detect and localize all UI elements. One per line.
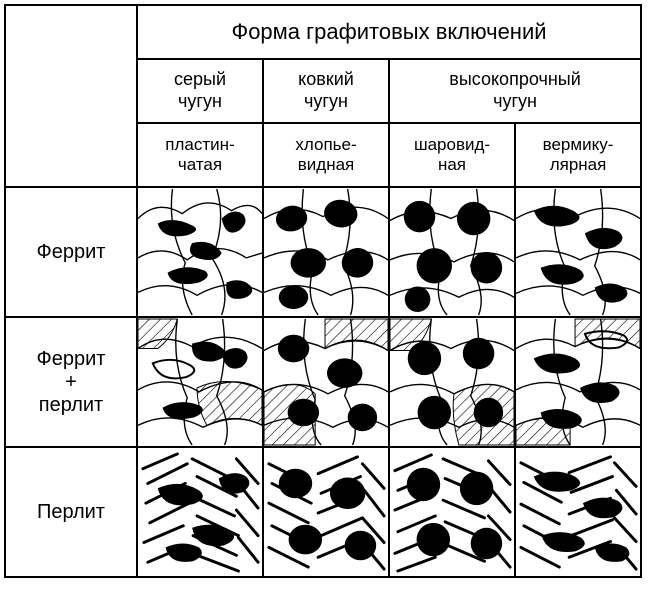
micro-fp-temper bbox=[263, 317, 389, 447]
micro-fp-nodular bbox=[389, 317, 515, 447]
micro-fp-flake bbox=[137, 317, 263, 447]
shape-nodular: шаровид- ная bbox=[389, 123, 515, 187]
shape-temper: хлопье- видная bbox=[263, 123, 389, 187]
matrix-ferrite-perlite-label: Феррит + перлит bbox=[5, 317, 137, 447]
cast-iron-structure-table: Форма графитовых включений серый чугун к… bbox=[4, 4, 642, 578]
iron-type-label: серый bbox=[174, 69, 226, 89]
micro-ferrite-flake bbox=[137, 187, 263, 317]
micro-ferrite-vermicular bbox=[515, 187, 641, 317]
iron-type-label: ковкий bbox=[298, 69, 354, 89]
iron-type-ductile: высокопрочный чугун bbox=[389, 59, 641, 123]
micro-perlite-nodular bbox=[389, 447, 515, 577]
micro-ferrite-temper bbox=[263, 187, 389, 317]
iron-type-label: высокопрочный bbox=[449, 69, 580, 89]
iron-type-malleable: ковкий чугун bbox=[263, 59, 389, 123]
iron-type-label: чугун bbox=[304, 91, 348, 111]
micro-perlite-temper bbox=[263, 447, 389, 577]
iron-type-label: чугун bbox=[178, 91, 222, 111]
micro-fp-vermicular bbox=[515, 317, 641, 447]
micro-perlite-vermicular bbox=[515, 447, 641, 577]
iron-type-gray: серый чугун bbox=[137, 59, 263, 123]
shape-vermicular: вермику- лярная bbox=[515, 123, 641, 187]
iron-type-label: чугун bbox=[493, 91, 537, 111]
shape-flake: пластин- чатая bbox=[137, 123, 263, 187]
micro-ferrite-nodular bbox=[389, 187, 515, 317]
matrix-perlite-label: Перлит bbox=[5, 447, 137, 577]
title-cell: Форма графитовых включений bbox=[137, 5, 641, 59]
micro-perlite-flake bbox=[137, 447, 263, 577]
corner-blank bbox=[5, 5, 137, 187]
matrix-ferrite-label: Феррит bbox=[5, 187, 137, 317]
